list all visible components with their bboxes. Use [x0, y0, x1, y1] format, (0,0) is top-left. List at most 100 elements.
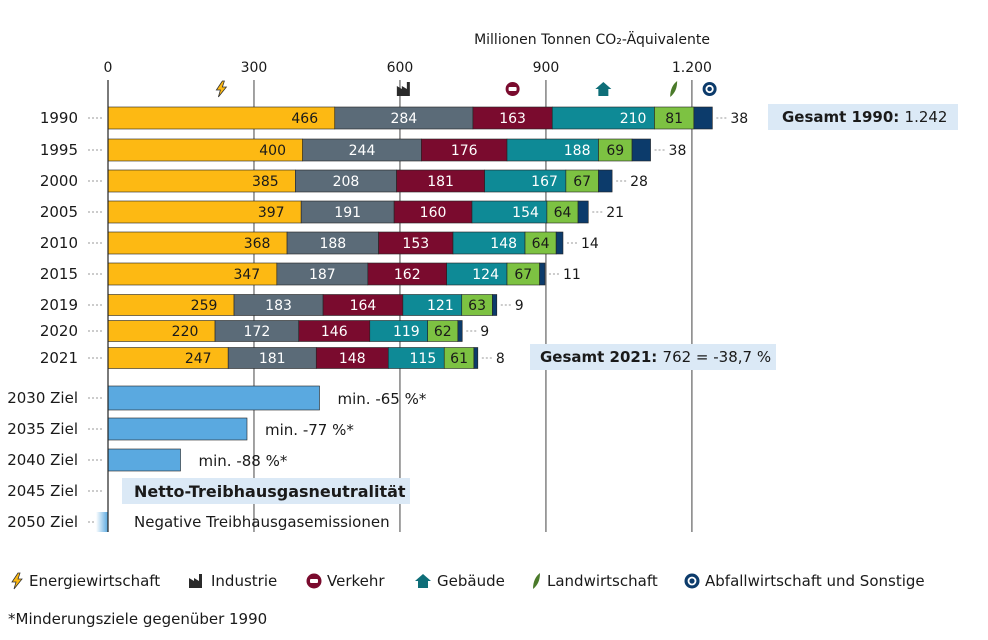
bar-value-label: 148 [490, 236, 517, 252]
footnote: *Minderungsziele gegenüber 1990 [8, 610, 268, 628]
bar-value-label: 146 [321, 324, 348, 340]
bar-value-label: 163 [499, 111, 526, 127]
bar-value-label: 466 [291, 111, 318, 127]
x-tick-label: 300 [241, 60, 268, 76]
bar-value-label: 172 [244, 324, 271, 340]
bar-value-label: 63 [468, 298, 486, 314]
legend-item-verkehr: Verkehr [306, 572, 385, 590]
bar-value-label: 400 [259, 143, 286, 159]
legend-item-landwirtschaft: Landwirtschaft [530, 572, 658, 590]
bar-value-label: 124 [472, 267, 499, 283]
neutrality-label: Netto-Treibhausgasneutralität [134, 482, 406, 501]
bar-segment [539, 262, 546, 286]
bar-value-label: 247 [185, 351, 212, 367]
bar-value-label: 368 [244, 236, 271, 252]
bar-value-label: 397 [258, 205, 285, 221]
x-tick-label: 600 [387, 60, 414, 76]
category-label: 2020 [40, 322, 78, 340]
factory-icon [189, 574, 202, 588]
bar-value-label: 81 [665, 111, 683, 127]
bar-value-label: 119 [393, 324, 420, 340]
bar-segment [555, 231, 564, 255]
bar-value-label: 188 [564, 143, 591, 159]
bar-value-label: 164 [350, 298, 377, 314]
car-icon [505, 82, 520, 96]
neutrality-box [122, 478, 410, 504]
legend-label: Abfallwirtschaft und Sonstige [705, 572, 925, 590]
target-label: 2050 Ziel [7, 513, 78, 531]
legend-item-energiewirtschaft: Energiewirtschaft [10, 572, 160, 590]
bar-value-label: 160 [420, 205, 447, 221]
bar-value-label: 61 [450, 351, 468, 367]
target-label: 2035 Ziel [7, 420, 78, 438]
bar-value-label: 259 [191, 298, 218, 314]
bar-value-label: 67 [573, 174, 591, 190]
bar-value-label: 14 [581, 236, 599, 252]
house-icon [415, 574, 431, 588]
negative-emissions-bar [96, 512, 108, 532]
bar-value-label: 181 [427, 174, 454, 190]
x-tick-label: 900 [533, 60, 560, 76]
bar-segment [577, 200, 589, 224]
category-label: 2000 [40, 172, 78, 190]
bar-segment [473, 347, 479, 369]
bar-value-label: 183 [265, 298, 292, 314]
bar-value-label: 347 [233, 267, 260, 283]
lightning-icon [215, 80, 228, 98]
bar-value-label: 153 [402, 236, 429, 252]
bar-value-label: 244 [349, 143, 376, 159]
category-label: 2015 [40, 265, 78, 283]
bar-value-label: 385 [252, 174, 279, 190]
total-2021-box [530, 344, 776, 370]
total-1990-annotation: Gesamt 1990: 1.242 [782, 108, 947, 126]
leaf-icon [533, 573, 540, 589]
recycle-icon [702, 82, 717, 96]
bar-value-label: 64 [554, 205, 572, 221]
bar-value-label: 64 [532, 236, 550, 252]
legend-label: Verkehr [327, 572, 385, 590]
unit-label: Millionen Tonnen CO₂-Äquivalente [474, 30, 710, 48]
target-value-label: min. -65 %* [338, 390, 427, 408]
bar-segment [693, 106, 713, 130]
target-label: 2045 Ziel [7, 482, 78, 500]
category-label: 2021 [40, 349, 78, 367]
target-label: 2030 Ziel [7, 389, 78, 407]
bar-value-label: 187 [309, 267, 336, 283]
bar-value-label: 21 [606, 205, 624, 221]
bar-value-label: 188 [319, 236, 346, 252]
target-bar [107, 448, 181, 472]
bar-value-label: 191 [334, 205, 361, 221]
category-label: 1995 [40, 141, 78, 159]
total-1990-box [768, 104, 958, 130]
bar-value-label: 181 [259, 351, 286, 367]
legend-label: Gebäude [437, 572, 505, 590]
category-label: 2010 [40, 234, 78, 252]
bar-value-label: 69 [606, 143, 624, 159]
bar-value-label: 220 [172, 324, 199, 340]
bar-value-label: 167 [531, 174, 558, 190]
legend-label: Landwirtschaft [547, 572, 658, 590]
house-icon [595, 82, 612, 96]
leaf-icon [670, 81, 678, 97]
bar-value-label: 38 [730, 111, 748, 127]
target-value-label: min. -77 %* [265, 421, 354, 439]
x-tick-label: 1.200 [672, 60, 712, 76]
target-bar [107, 417, 248, 441]
bar-value-label: 28 [630, 174, 648, 190]
bar-value-label: 38 [669, 143, 687, 159]
bar-segment [631, 138, 651, 162]
category-label: 1990 [40, 109, 78, 127]
bar-value-label: 8 [496, 351, 505, 367]
category-label: 2005 [40, 203, 78, 221]
negative-emissions-label: Negative Treibhausgasemissionen [134, 513, 390, 531]
bar-value-label: 162 [394, 267, 421, 283]
bar-value-label: 176 [451, 143, 478, 159]
legend-item-gebaeude: Gebäude [414, 572, 505, 590]
target-value-label: min. -88 %* [199, 452, 288, 470]
bar-value-label: 115 [410, 351, 437, 367]
legend-label: Energiewirtschaft [29, 572, 161, 590]
emissions-chart: Millionen Tonnen CO₂-Äquivalente 0 300 600 9… [7, 30, 958, 532]
bar-value-label: 62 [434, 324, 452, 340]
bar-value-label: 284 [390, 111, 417, 127]
category-label: 2019 [40, 296, 78, 314]
